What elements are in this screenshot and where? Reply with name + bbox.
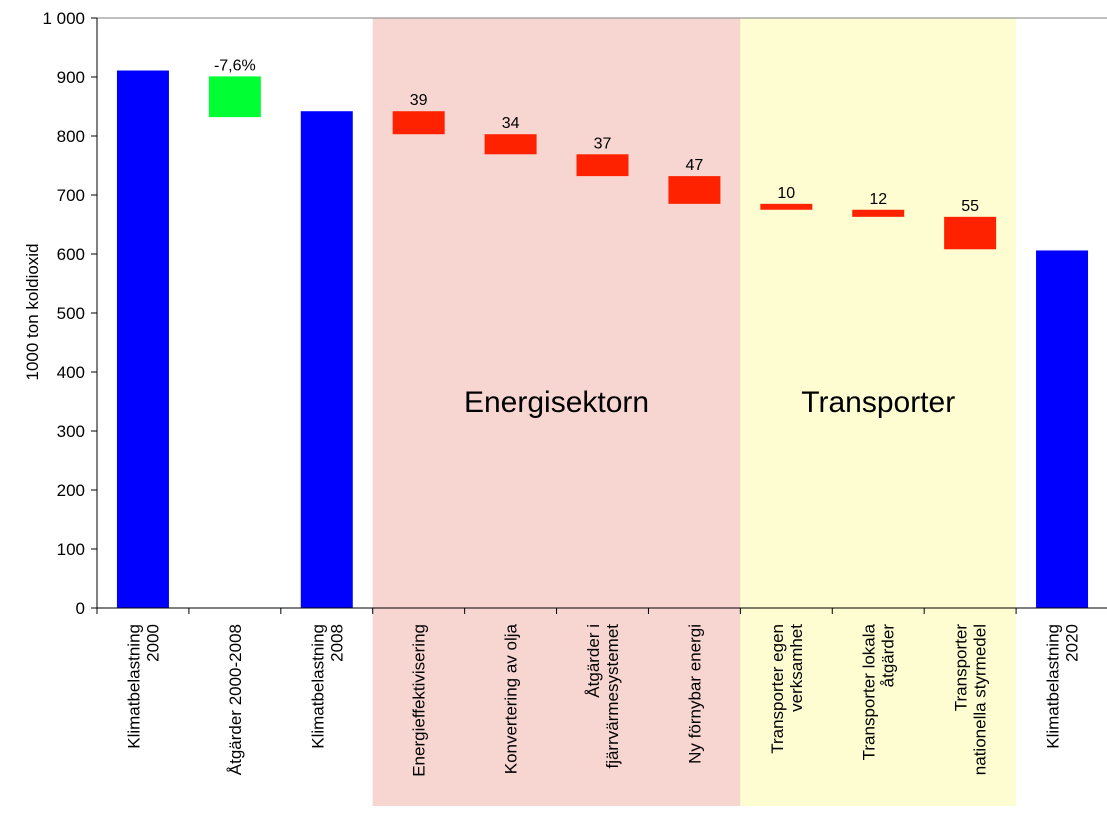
category-label-5: Konvertering av olja [502,623,521,774]
data-label-4: 39 [410,92,428,109]
bar-10 [944,216,997,250]
category-label-line: verksamhet [787,624,806,712]
y-tick-label-400: 400 [57,363,85,382]
y-tick-label-900: 900 [57,68,85,87]
y-tick-label-700: 700 [57,186,85,205]
category-label-line: 2008 [327,624,346,662]
category-label-line: nationella styrmedel [971,624,990,775]
bar-2 [208,76,261,118]
bar-9 [852,209,905,217]
category-label-line: åtgärder [879,624,898,688]
bar-6 [576,154,629,177]
region-transporter [740,18,1017,806]
category-label-11: Klimatbelastning2020 [1044,624,1082,749]
category-label-line: Åtgärder 2000-2008 [226,624,245,775]
data-label-5: 34 [502,115,520,132]
category-label-line: Transporter lokala [860,623,879,760]
category-label-8: Transporter egenverksamhet [768,624,806,754]
category-label-line: Klimatbelastning [308,624,327,749]
category-label-6: Åtgärder ifjärrvärmesystemet [584,624,622,769]
category-label-line: Transporter egen [768,624,787,754]
regions-layer: Energisektorn Transporter [372,18,1017,806]
bar-3 [300,111,353,608]
y-tick-label-600: 600 [57,245,85,264]
bar-7 [668,176,721,204]
category-label-4: Energieffektivisering [410,624,429,777]
category-label-line: Klimatbelastning [124,624,143,749]
category-label-line: Konvertering av olja [502,623,521,774]
category-label-line: Klimatbelastning [1044,624,1063,749]
category-label-line: Transporter [952,624,971,712]
category-label-3: Klimatbelastning2008 [308,624,346,749]
bar-8 [760,203,813,210]
category-label-7: Ny förnybar energi [685,624,704,764]
y-tick-label-100: 100 [57,540,85,559]
y-tick-label-500: 500 [57,304,85,323]
category-label-line: 2020 [1063,624,1082,662]
data-label-6: 37 [594,135,612,152]
bar-11 [1036,250,1089,608]
axis-layer: 1000 ton koldioxid 0 100 200 300 400 500 600 70… [23,9,1107,618]
bars-layer [116,70,1089,608]
category-label-10: Transporternationella styrmedel [952,624,990,776]
region-label-transporter: Transporter [801,386,955,419]
y-tick-label-800: 800 [57,127,85,146]
region-energisektorn [372,18,741,806]
category-label-line: 2000 [143,624,162,662]
category-label-line: Åtgärder i [584,624,603,698]
category-label-1: Klimatbelastning2000 [124,624,162,749]
y-tick-label-0: 0 [76,599,85,618]
category-label-9: Transporter lokalaåtgärder [860,623,898,760]
bar-4 [392,111,445,135]
data-label-9: 12 [869,191,887,208]
data-label-10: 55 [961,198,979,215]
category-label-line: fjärrvärmesystemet [603,624,622,769]
y-axis-label: 1000 ton koldioxid [23,243,42,380]
data-label-8: 10 [777,185,795,202]
data-label-2: -7,6% [214,57,256,74]
y-tick-label-200: 200 [57,481,85,500]
bar-1 [116,70,169,608]
category-label-2: Åtgärder 2000-2008 [226,624,245,775]
data-label-7: 47 [686,157,704,174]
y-tick-label-300: 300 [57,422,85,441]
category-label-line: Energieffektivisering [410,624,429,777]
region-label-energisektorn: Energisektorn [464,386,649,419]
category-label-line: Ny förnybar energi [685,624,704,764]
y-tick-label-1000: 1 000 [42,9,85,28]
bar-5 [484,134,537,155]
